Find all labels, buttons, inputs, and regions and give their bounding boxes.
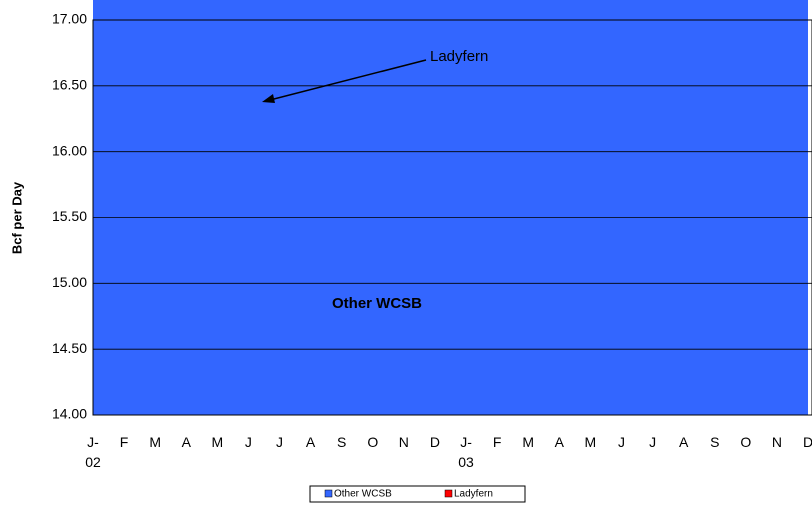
annotation: Other WCSB [332, 295, 422, 312]
x-tick-label: M [212, 434, 224, 450]
x-tick-label: M [149, 434, 161, 450]
y-tick-label: 14.50 [52, 340, 87, 356]
y-tick-label: 16.00 [52, 142, 87, 158]
x-tick-label: A [679, 434, 689, 450]
x-tick-label: A [306, 434, 316, 450]
y-tick-label: 15.50 [52, 208, 87, 224]
x-tick-label: D [803, 434, 812, 450]
annotation: Ladyfern [430, 48, 488, 65]
x-tick-label: J [276, 434, 283, 450]
x-tick-label: N [772, 434, 782, 450]
y-tick-label: 15.00 [52, 274, 87, 290]
x-tick-label: O [740, 434, 751, 450]
legend-label: Other WCSB [334, 489, 392, 500]
y-tick-label: 14.00 [52, 406, 87, 422]
x-tick-label: J-02 [85, 434, 101, 470]
x-tick-label: J [649, 434, 656, 450]
x-tick-label: S [337, 434, 346, 450]
legend-swatch [324, 489, 333, 498]
x-tick-label: D [430, 434, 440, 450]
annotation-arrow [269, 59, 427, 101]
legend-swatch [444, 489, 453, 498]
y-tick-label: 16.50 [52, 77, 87, 93]
x-tick-label: F [493, 434, 502, 450]
x-tick-label: S [710, 434, 719, 450]
x-tick-label: N [399, 434, 409, 450]
x-tick-label: J-03 [458, 434, 474, 470]
x-tick-label: M [522, 434, 534, 450]
x-tick-label: O [367, 434, 378, 450]
x-tick-label: J [618, 434, 625, 450]
x-tick-label: J [245, 434, 252, 450]
arrow-head [262, 94, 275, 103]
x-tick-label: M [585, 434, 597, 450]
x-tick-label: A [555, 434, 565, 450]
legend-label: Ladyfern [454, 489, 493, 500]
y-axis-label: Bcf per Day [9, 181, 24, 254]
legend-box [309, 485, 526, 503]
plot-border [92, 19, 812, 416]
x-tick-label: F [120, 434, 129, 450]
area [93, 0, 808, 415]
y-tick-label: 17.00 [52, 11, 87, 27]
legend: Other WCSB Ladyfern [309, 485, 526, 503]
x-tick-label: A [182, 434, 192, 450]
